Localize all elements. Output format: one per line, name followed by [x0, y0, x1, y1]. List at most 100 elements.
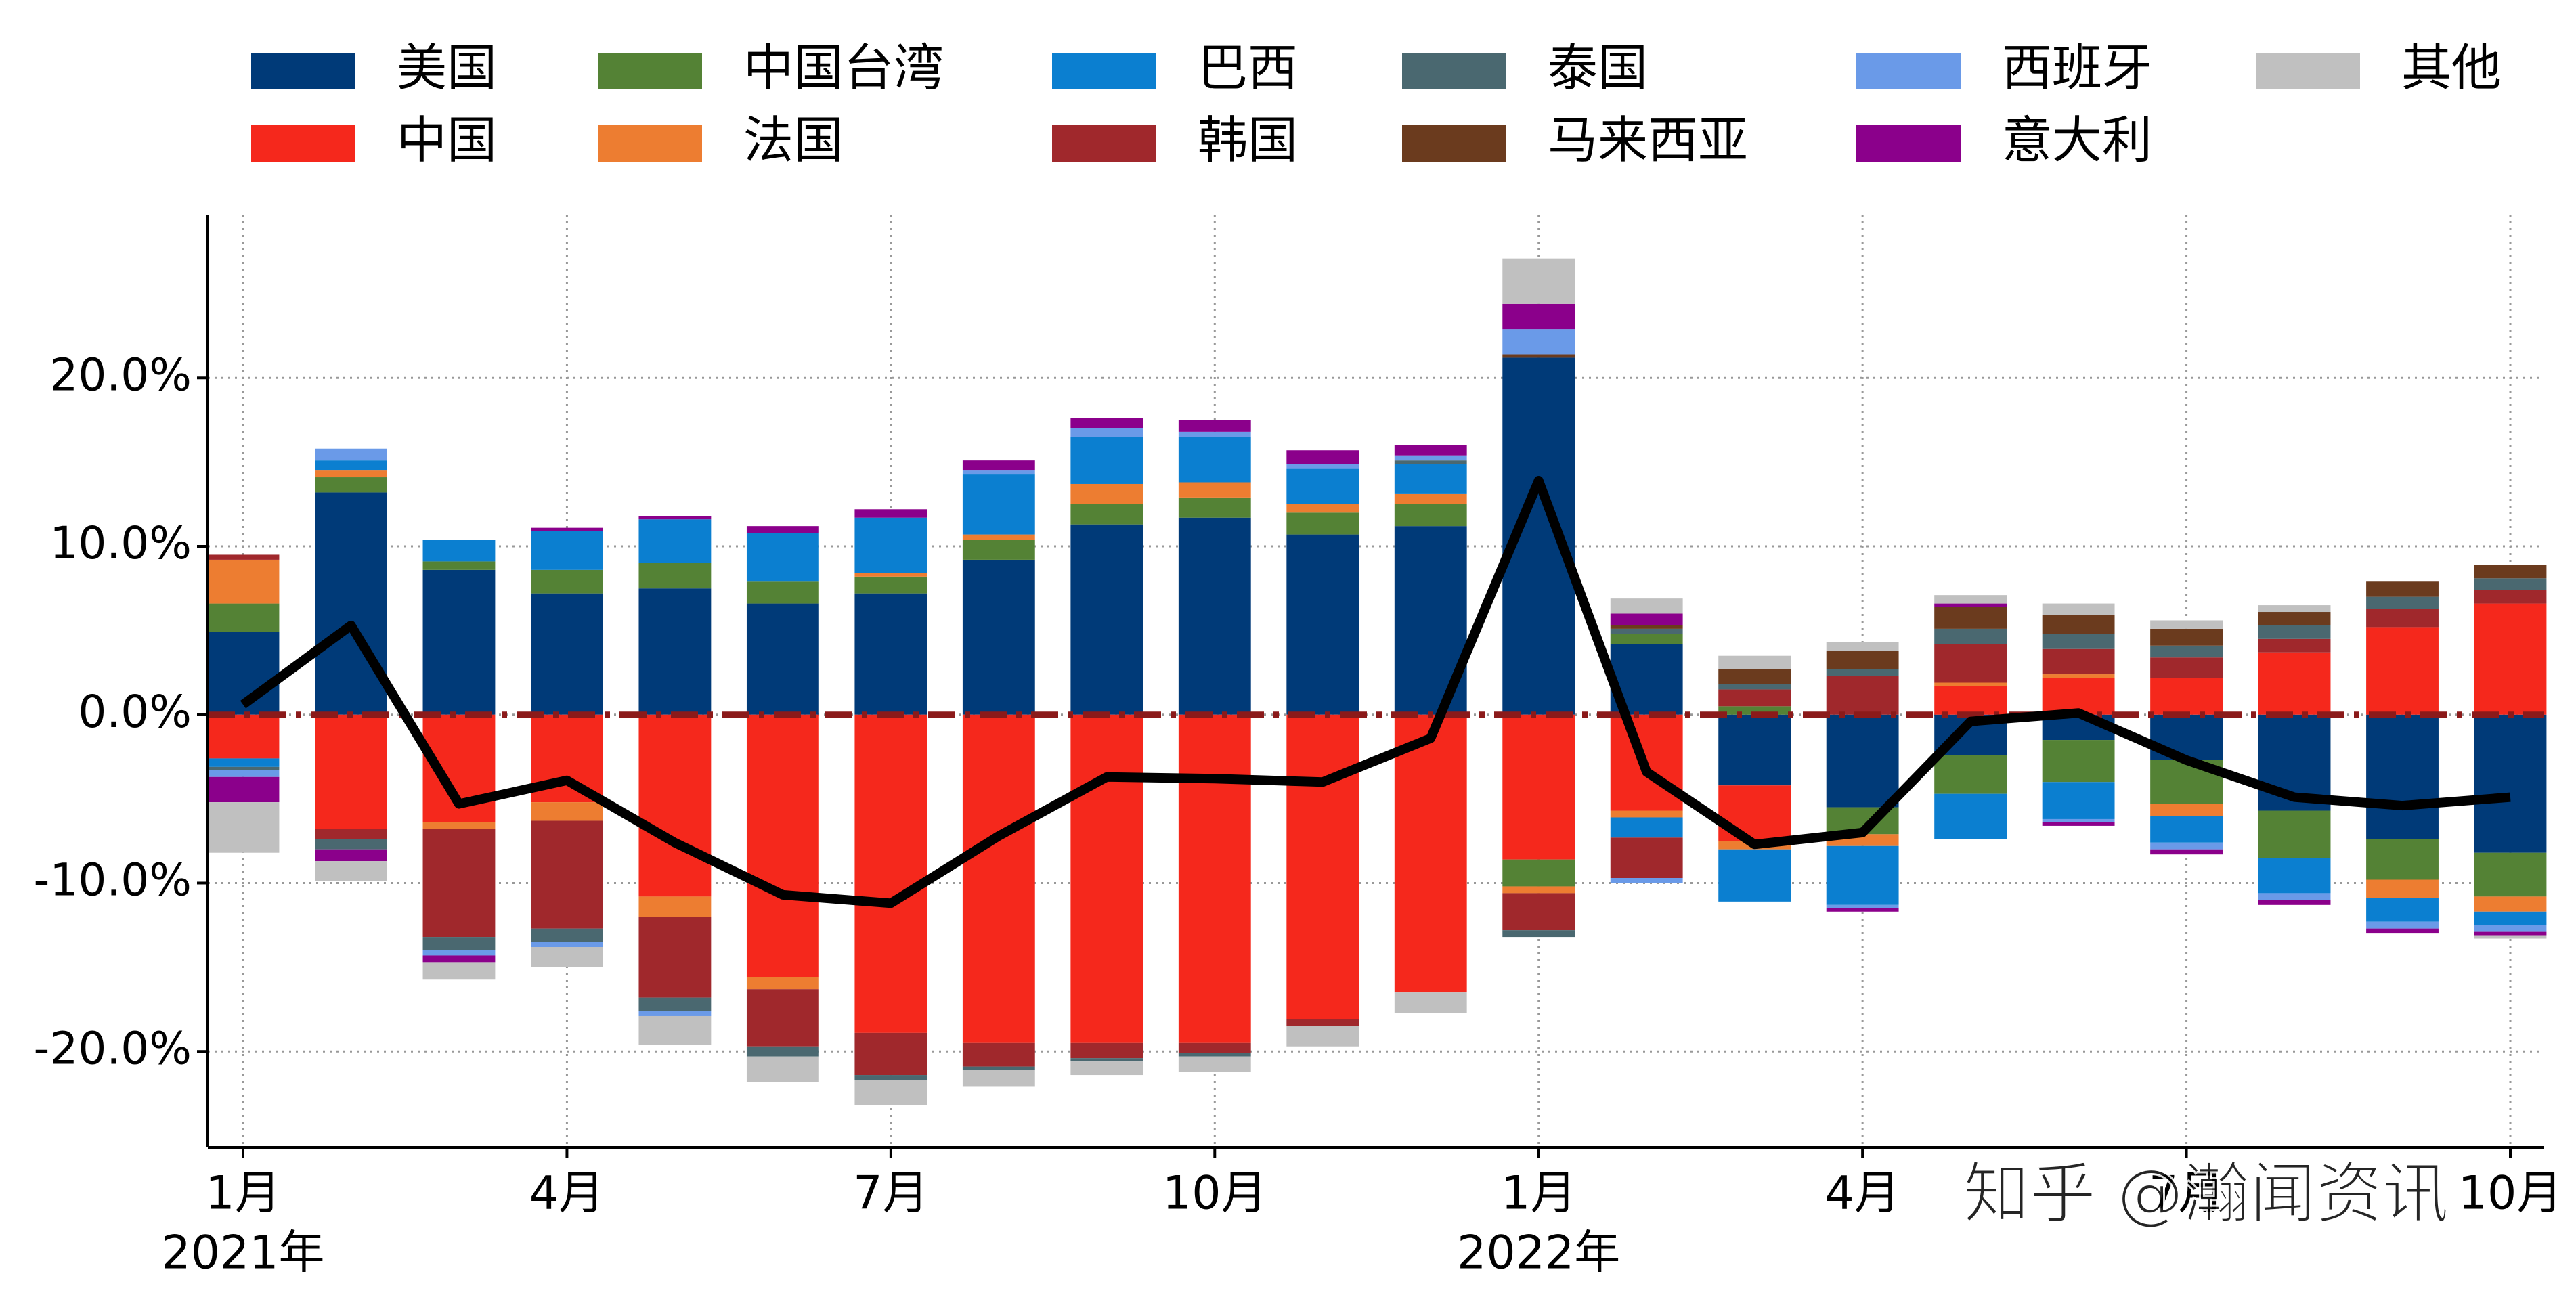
bar-segment: [1178, 431, 1251, 437]
bar-segment: [2258, 612, 2331, 625]
bar-segment: [1178, 517, 1251, 715]
bar-segment: [2366, 609, 2439, 628]
bar-segment: [2042, 822, 2115, 826]
bar-segment: [854, 573, 927, 577]
bar-segment: [1070, 437, 1143, 484]
bar-segment: [1826, 642, 1899, 651]
legend-item: 巴西: [1052, 39, 1298, 97]
bar-segment: [206, 770, 280, 777]
bar-segment: [2366, 921, 2439, 929]
bar-segment: [206, 559, 280, 604]
bar-segment: [2150, 657, 2223, 678]
bar-segment: [854, 1032, 927, 1076]
bar-segment: [2258, 638, 2331, 653]
bar-segment: [1718, 849, 1791, 902]
bar-segment: [2474, 565, 2547, 579]
bar-segment: [1178, 420, 1251, 432]
bar-segment: [2474, 590, 2547, 604]
bar-segment: [962, 474, 1035, 535]
y-tick-label: -20.0%: [34, 1022, 192, 1074]
bar-segment: [2474, 911, 2547, 925]
bar-segment: [1610, 817, 1683, 838]
bar-segment: [206, 554, 280, 560]
legend-swatch: [1856, 53, 1961, 89]
bar-segment: [2150, 678, 2223, 715]
bar-segment: [2150, 849, 2223, 855]
bar-segment: [1394, 714, 1467, 993]
legend-label: 法国: [743, 112, 844, 170]
bar-segment: [531, 531, 603, 570]
bar-segment: [2258, 652, 2331, 715]
bar-segment: [2258, 858, 2331, 894]
bar-segment: [1070, 1058, 1143, 1062]
legend-swatch: [598, 53, 702, 89]
bar-segment: [1610, 810, 1683, 818]
bar-segment: [315, 839, 387, 850]
bar-segment: [638, 997, 712, 1011]
bar-segment: [962, 1042, 1035, 1067]
bar-segment: [1286, 1019, 1359, 1026]
legend-item: 意大利: [1856, 112, 2152, 170]
x-group-label: 2021年: [161, 1227, 324, 1280]
legend-swatch: [1052, 53, 1156, 89]
bar-segment: [315, 492, 387, 715]
bar-segment: [2150, 620, 2223, 629]
watermark: 知乎 @瀚闻资讯: [1963, 1156, 2449, 1233]
bar-segment: [1502, 714, 1575, 860]
bar-segment: [962, 1066, 1035, 1070]
bar-segment: [422, 962, 496, 980]
bar-segment: [2366, 928, 2439, 934]
bar-segment: [422, 540, 496, 562]
x-tick-label: 1月: [205, 1167, 280, 1221]
x-tick-label: 4月: [529, 1167, 605, 1221]
bar-segment: [315, 448, 387, 461]
bar-segment: [1934, 686, 2007, 715]
bar-segment: [1286, 450, 1359, 464]
bar-segment: [1934, 628, 2007, 644]
bar-segment: [531, 527, 603, 531]
bar-segment: [2474, 852, 2547, 897]
bar-segment: [1502, 893, 1575, 931]
bar-segment: [1826, 714, 1899, 808]
bar-segment: [1502, 354, 1575, 358]
bar-segment: [1826, 845, 1899, 905]
bar-segment: [1394, 464, 1467, 494]
bar-segment: [746, 581, 819, 604]
bar-segment: [2474, 896, 2547, 912]
bar-segment: [746, 977, 819, 990]
bar-segment: [2474, 925, 2547, 932]
bar-segment: [746, 1056, 819, 1082]
legend-item: 韩国: [1052, 112, 1298, 170]
legend-label: 美国: [397, 39, 497, 97]
legend-label: 马来西亚: [1548, 112, 1748, 170]
bar-segment: [1826, 904, 1899, 908]
bar-segment: [1394, 455, 1467, 461]
bar-segment: [1934, 603, 2007, 607]
bar-segment: [2150, 628, 2223, 646]
bar-segment: [2474, 578, 2547, 590]
bar-segment: [2366, 627, 2439, 715]
bar-segment: [2474, 603, 2547, 715]
bar-segment: [1934, 607, 2007, 629]
bar-segment: [638, 1015, 712, 1045]
bar-segment: [315, 460, 387, 471]
bar-segment: [531, 593, 603, 715]
bar-segment: [638, 1011, 712, 1016]
bar-segment: [854, 509, 927, 518]
legend-label: 泰国: [1548, 39, 1648, 97]
bar-segment: [531, 569, 603, 594]
bar-segment: [2150, 842, 2223, 850]
bar-segment: [1718, 684, 1791, 690]
bar-segment: [1286, 534, 1359, 715]
bar-segment: [1934, 755, 2007, 794]
bar-segment: [1286, 1026, 1359, 1047]
bar-segment: [1502, 258, 1575, 304]
bar-segment: [422, 569, 496, 715]
bar-segment: [206, 758, 280, 767]
bar-segment: [1610, 878, 1683, 883]
bar-segment: [962, 470, 1035, 475]
y-tick-label: -10.0%: [34, 854, 192, 906]
bar-segment: [2042, 648, 2115, 675]
bar-segment: [2042, 615, 2115, 634]
